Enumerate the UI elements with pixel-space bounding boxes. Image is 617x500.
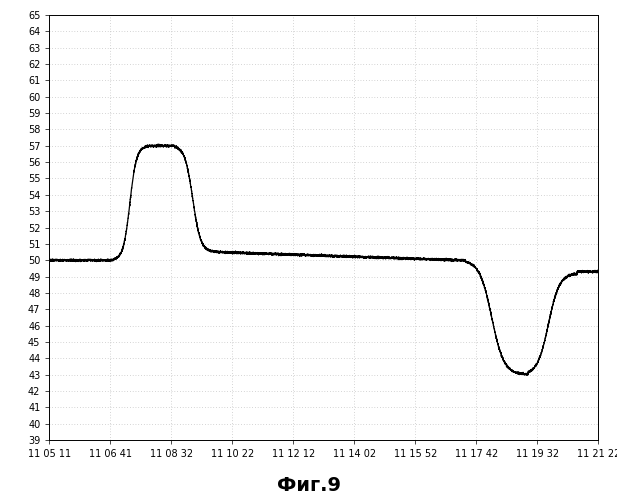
Text: Фиг.9: Фиг.9 <box>276 476 341 495</box>
